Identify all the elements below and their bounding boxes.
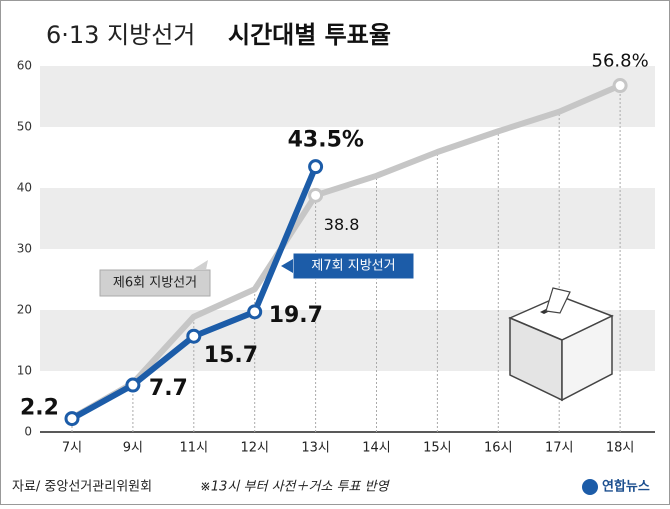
ballot-box: [508, 287, 614, 402]
point: [186, 328, 202, 344]
y-tick-label: 20: [17, 303, 32, 317]
point: [64, 411, 80, 427]
x-tick-label: 11시: [180, 441, 209, 456]
logo: 연합뉴스: [602, 479, 650, 495]
logo-icon: [582, 479, 598, 495]
y-tick-label: 30: [17, 242, 32, 256]
x-tick-label: 18시: [606, 441, 635, 456]
series-line: [70, 82, 622, 421]
x-tick-label: 17시: [545, 441, 574, 456]
note: ※13시 부터 사전＋거소 투표 반영: [200, 480, 391, 495]
point: [125, 377, 141, 393]
x-tick-label: 16시: [484, 441, 513, 456]
source: 자료/ 중앙선거관리위원회: [12, 480, 152, 495]
y-tick-label: 10: [17, 364, 32, 378]
value-label: 56.8%: [592, 51, 649, 72]
callout-pointer: [192, 260, 208, 270]
x-tick-label: 13시: [301, 441, 330, 456]
x-tick-label: 15시: [423, 441, 452, 456]
series-label-box: [292, 252, 415, 280]
x-tick-label: 12시: [240, 441, 269, 456]
grid-band: [40, 188, 655, 249]
y-tick-label: 40: [17, 181, 32, 195]
series-label-box: [99, 269, 211, 297]
x-tick-label: 9시: [123, 441, 143, 456]
value-label: 7.7: [149, 376, 188, 401]
y-tick-label: 60: [17, 59, 32, 73]
legend-label: 제7회 지방선거: [311, 259, 395, 274]
y-tick-label: 0: [24, 425, 32, 439]
callout-pointer: [281, 259, 293, 273]
plot: 0 10 20 30 40 50 60 7시 9시 11시 12시 13시 14시 15시 16시 17시 18…: [17, 51, 655, 456]
point: [612, 78, 628, 94]
value-label: 38.8: [324, 215, 360, 234]
chart-title-light: 6·13 지방선거: [46, 21, 195, 49]
legend-label: 제6회 지방선거: [113, 276, 197, 291]
value-label: 2.2: [20, 396, 59, 421]
chart-title-bold: 시간대별 투표율: [228, 21, 391, 49]
grid-band: [40, 66, 655, 127]
point: [308, 159, 324, 175]
point: [308, 187, 324, 203]
y-tick-label: 50: [17, 120, 32, 134]
point: [247, 304, 263, 320]
x-tick-label: 7시: [62, 441, 82, 456]
value-label: 15.7: [204, 343, 258, 368]
x-tick-label: 14시: [362, 441, 391, 456]
value-label: 19.7: [269, 303, 323, 328]
value-label: 43.5%: [288, 128, 364, 153]
